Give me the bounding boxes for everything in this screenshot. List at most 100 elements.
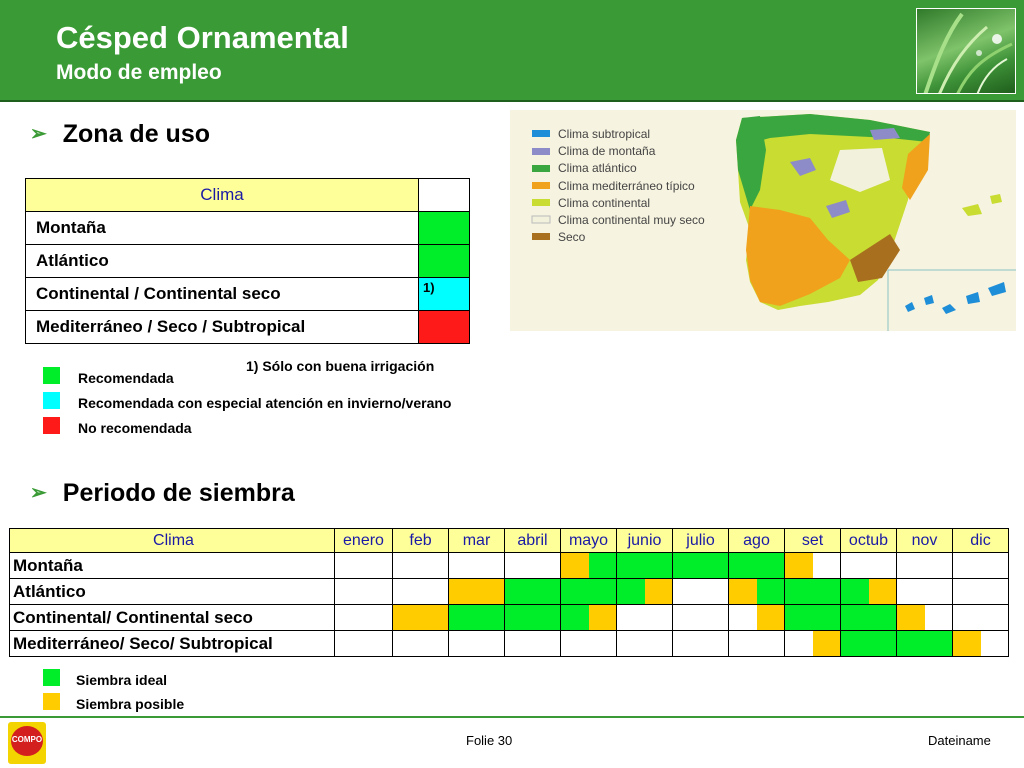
siembra-posible-mark <box>644 579 672 604</box>
siembra-ideal-mark <box>644 553 672 578</box>
month-cell <box>448 578 505 605</box>
siembra-ideal-mark <box>476 605 504 630</box>
map-legend-label: Clima mediterráneo típico <box>558 179 695 193</box>
table-row: Mediterráneo / Seco / Subtropical <box>25 310 470 344</box>
siembra-ideal-mark <box>868 631 896 656</box>
climate-map: Clima subtropical Clima de montaña Clima… <box>510 110 1016 331</box>
table-row: Montaña <box>25 211 470 245</box>
siembra-ideal-mark <box>868 605 896 630</box>
month-cell <box>728 578 785 605</box>
map-montana-region <box>826 200 850 218</box>
siembra-row-label: Atlántico <box>9 578 335 605</box>
month-header: dic <box>952 528 1009 553</box>
legend-label: Recomendada <box>78 370 174 386</box>
month-header: nov <box>896 528 953 553</box>
month-cell <box>334 604 393 631</box>
siembra-ideal-mark <box>924 631 952 656</box>
month-cell <box>334 630 393 657</box>
zona-status-cell <box>418 211 470 245</box>
siembra-ideal-mark <box>841 605 869 630</box>
month-cell <box>392 630 449 657</box>
map-legend-swatch <box>531 215 551 224</box>
siembra-posible-mark <box>756 605 784 630</box>
month-header: abril <box>504 528 561 553</box>
siembra-posible-mark <box>953 631 981 656</box>
zona-row-label: Continental / Continental seco <box>25 277 419 311</box>
map-legend-swatch <box>532 182 550 189</box>
month-cell <box>896 552 953 579</box>
month-header: mayo <box>560 528 617 553</box>
zona-row-label: Mediterráneo / Seco / Subtropical <box>25 310 419 344</box>
siembra-ideal-mark <box>756 553 784 578</box>
siembra-ideal-mark <box>841 631 869 656</box>
legend-label: Recomendada con especial atención en inv… <box>78 395 452 411</box>
month-cell <box>952 630 1009 657</box>
map-legend-swatch <box>532 130 550 137</box>
siembra-ideal-mark <box>841 579 869 604</box>
month-cell <box>784 552 841 579</box>
map-legend-label: Clima atlántico <box>558 161 637 175</box>
legend-label: No recomendada <box>78 420 192 436</box>
bullet-arrow-icon: ➢ <box>30 123 47 145</box>
month-cell <box>616 604 673 631</box>
map-legend-swatch <box>532 165 550 172</box>
month-cell <box>840 552 897 579</box>
map-balearic-island <box>990 194 1002 204</box>
table-row: Montaña <box>9 552 1009 579</box>
map-legend-label: Clima continental <box>558 196 650 210</box>
zona-footnote: 1) Sólo con buena irrigación <box>246 358 435 374</box>
month-cell <box>504 552 561 579</box>
siembra-posible-mark <box>729 579 757 604</box>
siembra-ideal-mark <box>561 579 589 604</box>
map-legend-label: Clima subtropical <box>558 127 650 141</box>
month-cell <box>672 630 729 657</box>
compo-logo-text: COMPO <box>11 735 43 744</box>
siembra-ideal-mark <box>505 605 533 630</box>
slide-subtitle: Modo de empleo <box>56 61 222 84</box>
siembra-ideal-mark <box>756 579 784 604</box>
month-cell <box>672 604 729 631</box>
table-row: Continental / Continental seco 1) <box>25 277 470 311</box>
compo-logo: COMPO <box>8 722 46 764</box>
siembra-ideal-mark <box>812 605 840 630</box>
siembra-row-label: Mediterráneo/ Seco/ Subtropical <box>9 630 335 657</box>
month-cell <box>728 604 785 631</box>
siembra-ideal-mark <box>532 579 560 604</box>
section-siembra-heading: ➢ Periodo de siembra <box>30 479 295 507</box>
month-cell <box>504 604 561 631</box>
map-legend-swatch <box>532 199 550 206</box>
siembra-ideal-mark <box>617 553 645 578</box>
slide-header: Césped Ornamental Modo de empleo <box>0 0 1024 102</box>
month-cell <box>504 578 561 605</box>
map-atlantico-west <box>736 116 766 210</box>
zona-row-label: Montaña <box>25 211 419 245</box>
map-legend-label: Clima continental muy seco <box>558 213 705 227</box>
month-cell <box>448 630 505 657</box>
siembra-table: Clima enero feb mar abril mayo junio julio ago se… <box>9 528 1009 657</box>
table-row: Mediterráneo/ Seco/ Subtropical <box>9 630 1009 657</box>
legend-swatch <box>43 693 60 710</box>
month-header: julio <box>672 528 729 553</box>
month-header: feb <box>392 528 449 553</box>
siembra-posible-mark <box>785 553 813 578</box>
siembra-ideal-mark <box>700 553 728 578</box>
legend-swatch <box>43 367 60 384</box>
siembra-ideal-mark <box>588 579 616 604</box>
table-row: Atlántico <box>25 244 470 278</box>
month-cell <box>784 604 841 631</box>
map-mediterraneo-east <box>902 134 930 200</box>
month-header: junio <box>616 528 673 553</box>
month-cell <box>334 578 393 605</box>
month-cell <box>560 604 617 631</box>
map-legend-swatch <box>532 233 550 240</box>
map-legend: Clima subtropical Clima de montaña Clima… <box>531 127 705 244</box>
siembra-row-label: Continental/ Continental seco <box>9 604 335 631</box>
map-canary-island <box>988 282 1006 296</box>
siembra-ideal-mark <box>785 605 813 630</box>
month-cell <box>448 604 505 631</box>
month-cell <box>560 552 617 579</box>
month-cell <box>896 630 953 657</box>
siembra-posible-mark <box>449 579 477 604</box>
legend-swatch <box>43 669 60 686</box>
month-header: octub <box>840 528 897 553</box>
